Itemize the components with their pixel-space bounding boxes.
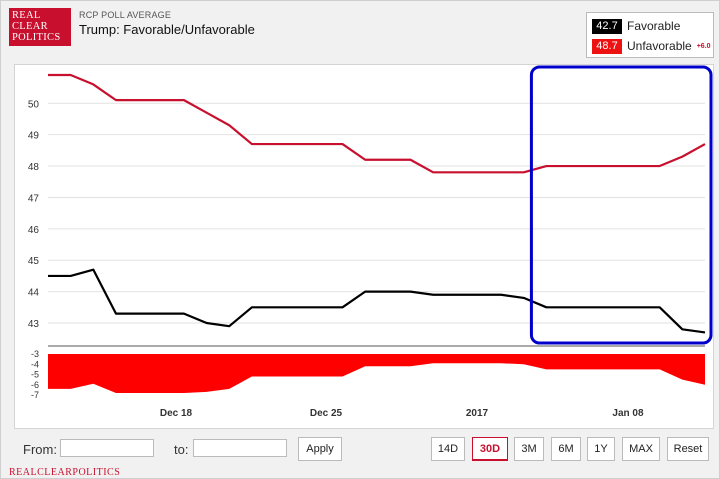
legend-favorable-label: Favorable [627,19,681,33]
spread-tick-label: -5 [31,370,39,380]
spread-tick-label: -3 [31,349,39,359]
chart-kicker: RCP POLL AVERAGE [79,10,172,20]
logo-line: CLEAR [12,21,48,32]
range-6m-button[interactable]: 6M [551,437,581,461]
legend-favorable: 42.7 Favorable [592,18,680,34]
y-tick-label: 45 [28,256,40,267]
to-label: to: [174,442,189,457]
x-tick-label: Dec 25 [310,408,343,419]
from-label: From: [23,442,57,457]
spread-tick-label: -4 [31,359,39,369]
line-chart-svg[interactable]: 43 44 45 46 47 48 49 50 -3-4-5-6-7 Dec 18 Dec 25 20… [15,65,713,428]
highlight-box [529,65,713,345]
reset-button[interactable]: Reset [667,437,709,461]
x-tick-label: Dec 18 [160,408,193,419]
spread-tick-label: -6 [31,380,39,390]
y-tick-label: 50 [28,99,40,110]
date-range-controls: From: to: Apply 14D 30D 3M 6M 1Y MAX Res… [1,434,720,464]
range-1y-button[interactable]: 1Y [587,437,615,461]
spread-area [48,354,705,393]
range-30d-button[interactable]: 30D [472,437,508,461]
x-tick-label: 2017 [466,408,489,419]
from-date-input[interactable] [60,439,154,457]
spread-tick-label: -7 [31,390,39,400]
range-3m-button[interactable]: 3M [514,437,544,461]
legend-unfavorable: 48.7 Unfavorable +6.0 [592,38,711,54]
series-line-unfavorable [48,73,706,174]
logo-line: REAL [12,10,41,21]
apply-button[interactable]: Apply [298,437,342,461]
logo-line: POLITICS [12,32,61,43]
legend-unfavorable-label: Unfavorable [627,39,692,53]
y-tick-label: 48 [28,162,40,173]
plot-area[interactable]: 43 44 45 46 47 48 49 50 -3 -4 -5 -6 -7 Dec 18 Dec 25 20… [14,64,714,429]
y-tick-label: 47 [28,193,40,204]
footer-brand: REALCLEARPOLITICS [9,467,121,478]
legend-favorable-value: 42.7 [592,18,622,34]
series-line-favorable [48,268,706,334]
y-tick-label: 43 [28,319,40,330]
chart-title: Trump: Favorable/Unfavorable [79,22,255,37]
legend-spread: +6.0 [696,42,711,50]
y-tick-label: 44 [28,288,40,299]
x-tick-label: Jan 08 [612,408,644,419]
y-tick-label: 49 [28,131,40,142]
legend: 42.7 Favorable 48.7 Unfavorable +6.0 [586,12,714,58]
range-14d-button[interactable]: 14D [431,437,465,461]
to-date-input[interactable] [193,439,287,457]
rcp-logo: REAL CLEAR POLITICS [9,8,71,46]
y-tick-label: 46 [28,225,40,236]
range-max-button[interactable]: MAX [622,437,660,461]
legend-unfavorable-value: 48.7 [592,38,622,54]
